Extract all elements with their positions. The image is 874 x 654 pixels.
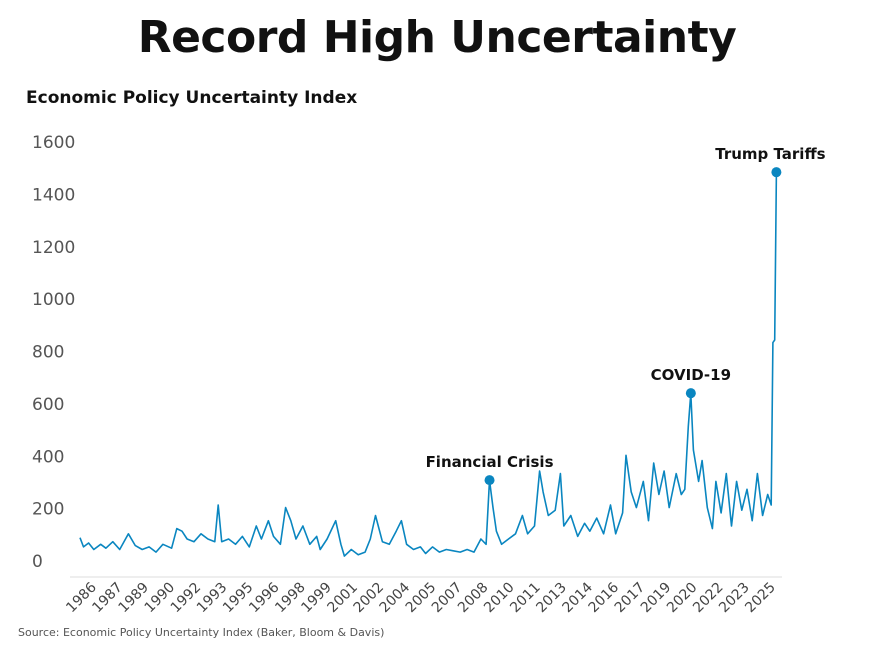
series-line xyxy=(79,172,778,557)
y-tick-label: 400 xyxy=(32,447,64,467)
y-tick-label: 1200 xyxy=(32,238,75,258)
annotation-label: COVID-19 xyxy=(651,366,731,384)
source-note: Source: Economic Policy Uncertainty Inde… xyxy=(18,626,385,639)
y-tick-label: 1400 xyxy=(32,185,75,205)
annotation-label: Trump Tariffs xyxy=(715,145,825,163)
y-tick-label: 200 xyxy=(32,500,64,520)
y-tick-label: 1600 xyxy=(32,133,75,153)
y-tick-label: 1000 xyxy=(32,290,75,310)
annotation-marker xyxy=(771,167,782,178)
annotation-label: Financial Crisis xyxy=(426,453,554,471)
annotation-marker xyxy=(484,475,495,486)
y-axis-label: Economic Policy Uncertainty Index xyxy=(26,88,358,108)
y-tick-label: 800 xyxy=(32,343,64,363)
chart-title: Record High Uncertainty xyxy=(137,12,737,63)
y-tick-label: 0 xyxy=(32,552,43,572)
y-tick-label: 600 xyxy=(32,395,64,415)
annotation-marker xyxy=(685,388,696,399)
x-tick-label: 2025 xyxy=(742,580,779,617)
